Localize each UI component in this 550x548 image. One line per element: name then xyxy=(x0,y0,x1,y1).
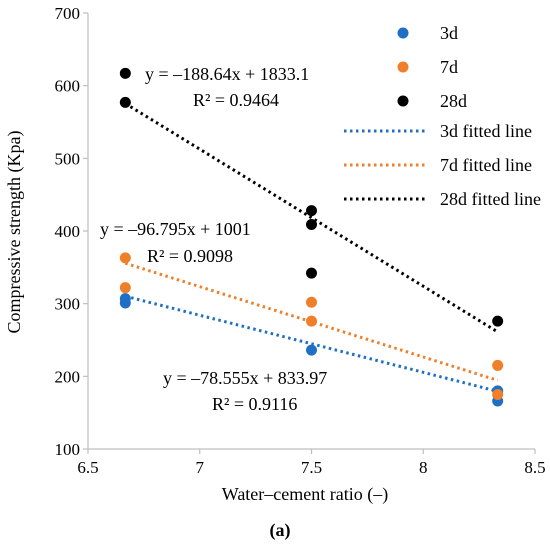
x-tick-label: 8 xyxy=(419,458,428,477)
point-7d xyxy=(119,252,131,264)
y-tick-label: 300 xyxy=(55,295,81,314)
data-points xyxy=(119,67,504,407)
fit-line-28d xyxy=(124,102,499,334)
point-7d xyxy=(492,359,504,371)
point-28d xyxy=(119,96,131,108)
point-28d xyxy=(119,67,131,79)
r2-7d-text: R² = 0.9098 xyxy=(147,246,233,266)
y-axis-title: Compressive strength (Kpa) xyxy=(4,131,25,334)
x-tick-label: 7 xyxy=(196,458,205,477)
r2-28d-text: R² = 0.9464 xyxy=(193,90,279,110)
legend-label-3d: 3d xyxy=(440,23,458,43)
legend-label-7d-fit: 7d fitted line xyxy=(440,155,532,175)
point-3d xyxy=(119,297,131,309)
point-7d xyxy=(306,296,317,308)
point-7d xyxy=(492,389,504,400)
point-28d xyxy=(306,267,317,279)
legend-label-3d-fit: 3d fitted line xyxy=(440,121,532,141)
axes: 100 200 300 400 500 600 700 6.5 7 7.5 8 8.5 xyxy=(55,4,546,477)
y-tick-label: 700 xyxy=(55,4,81,23)
y-tick-label: 600 xyxy=(55,77,81,96)
fitted-lines xyxy=(124,102,499,393)
legend: 3d 7d 28d 3d fitted line 7d fitted line … xyxy=(344,23,541,209)
legend-marker-7d xyxy=(397,61,409,73)
legend-label-28d: 28d xyxy=(440,91,467,111)
x-tick-label: 6.5 xyxy=(77,458,98,477)
x-axis-title: Water–cement ratio (–) xyxy=(222,484,388,505)
figure-sublabel: (a) xyxy=(270,520,291,541)
y-tick-label: 100 xyxy=(55,440,81,459)
legend-label-28d-fit: 28d fitted line xyxy=(440,189,541,209)
eq-3d-text: y = –78.555x + 833.97 xyxy=(163,368,327,388)
legend-marker-28d xyxy=(397,95,409,107)
eq-7d-text: y = –96.795x + 1001 xyxy=(100,219,251,239)
x-tick-label: 7.5 xyxy=(301,458,322,477)
point-3d xyxy=(306,344,317,356)
annotation-28d: y = –188.64x + 1833.1 R² = 0.9464 xyxy=(145,64,309,110)
point-28d xyxy=(306,218,317,230)
legend-marker-3d xyxy=(397,27,409,39)
y-tick-label: 400 xyxy=(55,222,81,241)
point-7d xyxy=(306,315,317,327)
r2-3d-text: R² = 0.9116 xyxy=(212,394,297,414)
point-28d xyxy=(492,315,504,327)
fit-line-7d xyxy=(124,261,499,382)
y-tick-label: 200 xyxy=(55,367,81,386)
annotation-7d: y = –96.795x + 1001 R² = 0.9098 xyxy=(100,219,251,266)
y-tick-label: 500 xyxy=(55,149,81,168)
point-28d xyxy=(306,205,317,217)
legend-label-7d: 7d xyxy=(440,57,458,77)
eq-28d-text: y = –188.64x + 1833.1 xyxy=(145,64,309,84)
point-7d xyxy=(119,282,131,294)
annotation-3d: y = –78.555x + 833.97 R² = 0.9116 xyxy=(163,368,327,414)
x-tick-label: 8.5 xyxy=(524,458,545,477)
fit-line-3d xyxy=(124,294,499,393)
